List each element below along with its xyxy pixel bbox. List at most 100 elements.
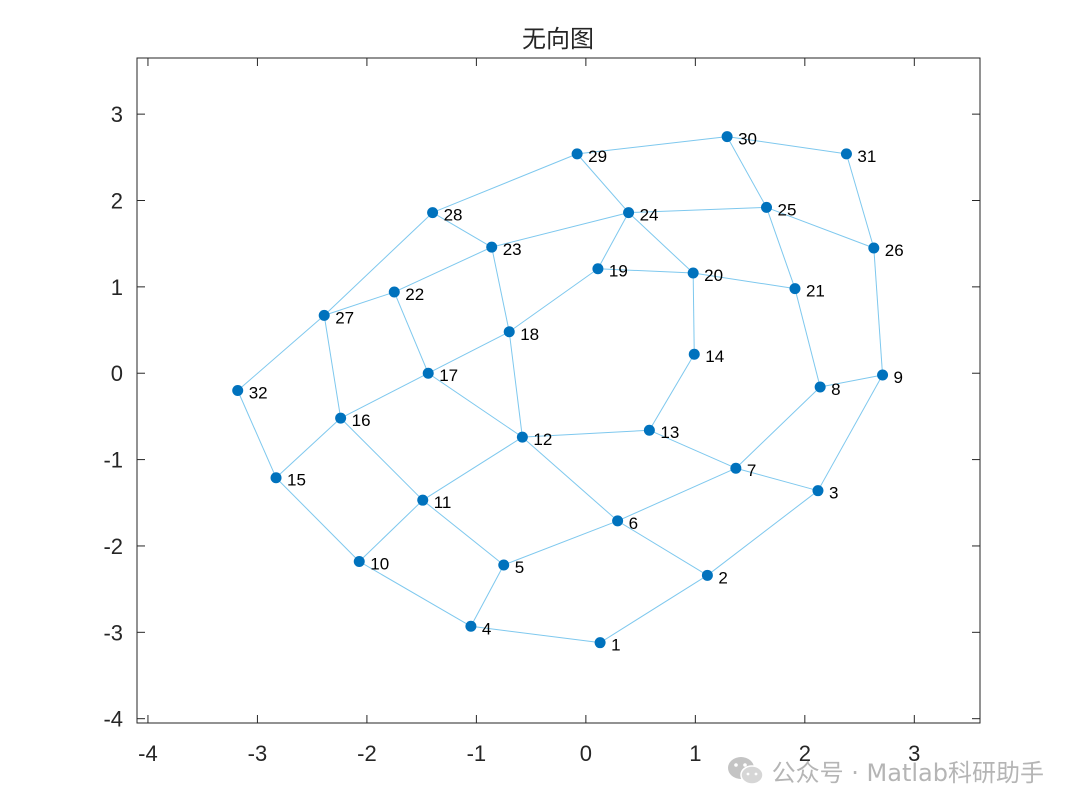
graph-edge: [324, 291, 395, 316]
graph-edge: [427, 372, 523, 438]
graph-edge: [432, 153, 578, 214]
x-tick-label: -1: [467, 741, 487, 766]
graph-node-label: 1: [611, 636, 620, 655]
graph-edge: [766, 206, 874, 249]
graph-node-label: 22: [405, 285, 424, 304]
graph-node: [814, 381, 826, 393]
graph-edge: [873, 247, 884, 375]
graph-node: [812, 485, 824, 497]
graph-edge: [599, 574, 708, 644]
y-tick-label: 2: [111, 189, 123, 214]
graph-edge: [470, 564, 505, 627]
graph-edge: [597, 268, 694, 274]
graph-node-label: 6: [629, 514, 638, 533]
graph-node: [571, 148, 583, 160]
graph-edge: [432, 212, 492, 248]
graph-node: [232, 385, 244, 396]
graph-edge: [323, 315, 342, 419]
graph-node: [789, 283, 801, 295]
graph-edge: [726, 136, 767, 208]
graph-node-label: 5: [515, 558, 524, 577]
graph-node: [503, 326, 515, 338]
x-tick-label: -4: [138, 741, 158, 766]
graph-node-label: 28: [444, 206, 463, 225]
graph-node: [594, 637, 606, 649]
graph-edge: [735, 467, 819, 492]
y-tick-label: -3: [103, 620, 123, 645]
graph-edge: [576, 153, 629, 213]
graph-node-label: 15: [287, 471, 306, 490]
graph-edge: [648, 353, 695, 431]
x-tick-label: -3: [248, 741, 268, 766]
graph-edge: [358, 499, 424, 562]
wechat-icon: [727, 756, 764, 785]
x-tick-label: 2: [799, 741, 811, 766]
graph-node: [388, 286, 400, 298]
graph-node-label: 9: [894, 368, 903, 387]
graph-edge: [422, 499, 505, 566]
graph-node: [623, 207, 635, 219]
graph-edge: [617, 520, 708, 576]
graph-edge: [275, 477, 360, 562]
graph-edge: [491, 247, 510, 332]
graph-node: [868, 242, 880, 254]
graph-edge: [707, 490, 819, 576]
graph-node-label: 23: [503, 240, 522, 259]
graph-node-label: 24: [640, 206, 659, 225]
graph-node-label: 19: [609, 262, 628, 281]
graph-node: [688, 348, 700, 360]
graph-edge: [237, 390, 277, 478]
graph-node-label: 4: [482, 619, 491, 638]
graph-node: [335, 412, 347, 424]
graph-edge: [577, 136, 728, 155]
graph-node-label: 32: [249, 384, 268, 403]
graph-node: [592, 263, 604, 275]
graph-edge: [508, 331, 523, 438]
graph-node: [721, 131, 733, 143]
graph-edge: [735, 386, 821, 469]
graph-edge: [628, 206, 767, 214]
graph-edge: [503, 520, 618, 566]
graph-edge: [522, 436, 618, 522]
graph-node: [701, 569, 713, 581]
graph-node-label: 20: [704, 266, 723, 285]
graph-node: [498, 559, 510, 571]
graph-node: [730, 462, 742, 474]
y-tick-label: -2: [103, 534, 123, 559]
graph-edge: [628, 212, 694, 274]
graph-node-label: 31: [857, 147, 876, 166]
graph-edge: [394, 246, 492, 293]
graph-node: [270, 472, 282, 484]
graph-edge: [422, 436, 523, 501]
graph-edge: [323, 212, 433, 316]
graph-node-label: 25: [778, 200, 797, 219]
graph-node-label: 7: [747, 461, 756, 480]
graph-edge: [237, 314, 325, 391]
watermark-text: 公众号 · Matlab科研助手: [771, 759, 1044, 787]
graph-edge: [340, 417, 424, 501]
graph-node-label: 17: [439, 366, 458, 385]
graph-edge: [820, 374, 883, 388]
graph-edge: [727, 136, 847, 155]
graph-node: [417, 494, 429, 506]
graph-node-label: 26: [885, 241, 904, 260]
y-tick-label: -4: [103, 707, 123, 732]
graph-edge: [617, 467, 737, 522]
graph-edge: [508, 268, 599, 333]
graph-edge: [794, 288, 821, 388]
graph-edge: [275, 417, 341, 479]
graph-node-label: 13: [660, 423, 679, 442]
graph-edge: [817, 374, 883, 491]
axes-box: [136, 57, 981, 724]
graph-edge: [522, 429, 650, 438]
graph-edge: [692, 273, 695, 355]
graph-node: [840, 148, 852, 160]
graph-edges: [237, 136, 884, 644]
x-tick-label: 0: [580, 741, 592, 766]
graph-node-label: 8: [831, 380, 840, 399]
graph-node: [761, 201, 773, 213]
graph-node: [687, 267, 699, 279]
graph-node-label: 27: [335, 308, 354, 327]
graph-node-label: 18: [520, 325, 539, 344]
